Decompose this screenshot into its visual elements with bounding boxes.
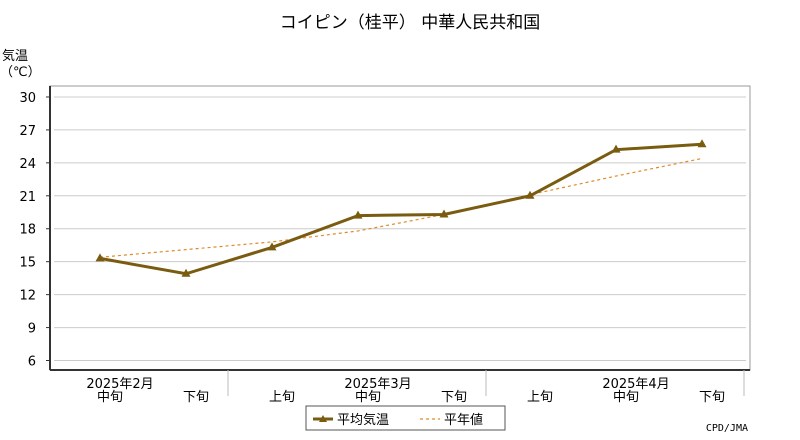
series-point-average bbox=[95, 253, 105, 262]
plot-frame bbox=[49, 85, 751, 371]
y-tick-label: 27 bbox=[19, 124, 36, 139]
legend-label-normal: 平年値 bbox=[444, 412, 483, 428]
x-tick-label: 下旬 bbox=[183, 390, 209, 405]
series-point-average bbox=[697, 139, 707, 148]
x-tick-label: 上旬 bbox=[527, 390, 553, 405]
series-layer bbox=[95, 139, 707, 277]
series-point-average bbox=[353, 210, 363, 219]
y-tick-label: 12 bbox=[19, 289, 36, 304]
plot-border bbox=[49, 85, 751, 371]
x-month-label: 2025年4月 bbox=[602, 377, 669, 392]
source-credit: CPD/JMA bbox=[706, 423, 748, 434]
y-tick-label: 15 bbox=[19, 256, 36, 271]
series-point-average bbox=[611, 144, 621, 153]
legend: 平均気温 平年値 bbox=[305, 405, 506, 431]
x-tick-label: 下旬 bbox=[441, 390, 467, 405]
y-axis-label-line1: 気温 bbox=[2, 48, 28, 64]
series-point-average bbox=[525, 190, 535, 199]
chart-title: コイピン（桂平） 中華人民共和国 bbox=[280, 13, 540, 33]
series-point-average bbox=[439, 209, 449, 218]
legend-marker-average bbox=[319, 415, 327, 422]
y-axis-label-line2: （℃） bbox=[0, 65, 41, 80]
x-axis: 中旬 下旬 上旬 中旬 下旬 上旬 中旬 下旬 2025年2月 2025年3月 2025年4月 bbox=[86, 370, 745, 405]
x-tick-label: 上旬 bbox=[269, 390, 295, 405]
legend-box bbox=[305, 405, 506, 431]
x-tick-label: 中旬 bbox=[355, 390, 381, 405]
y-tick-label: 21 bbox=[19, 190, 36, 205]
x-tick-label: 中旬 bbox=[97, 390, 123, 405]
y-tick-label: 18 bbox=[19, 223, 36, 238]
x-month-label: 2025年2月 bbox=[86, 377, 153, 392]
y-axis-ticks: 6 9 12 15 18 21 24 27 30 bbox=[19, 91, 50, 370]
grid-lines bbox=[54, 96, 746, 362]
y-tick-label: 9 bbox=[28, 322, 36, 337]
series-line-average bbox=[99, 142, 703, 276]
series-point-average bbox=[181, 268, 191, 277]
series-point-average bbox=[267, 242, 277, 251]
legend-label-average: 平均気温 bbox=[337, 412, 389, 428]
x-tick-label: 下旬 bbox=[699, 390, 725, 405]
y-tick-label: 6 bbox=[28, 355, 36, 370]
y-tick-label: 24 bbox=[19, 157, 36, 172]
x-month-label: 2025年3月 bbox=[344, 377, 411, 392]
y-tick-label: 30 bbox=[19, 91, 36, 106]
x-tick-label: 中旬 bbox=[613, 390, 639, 405]
